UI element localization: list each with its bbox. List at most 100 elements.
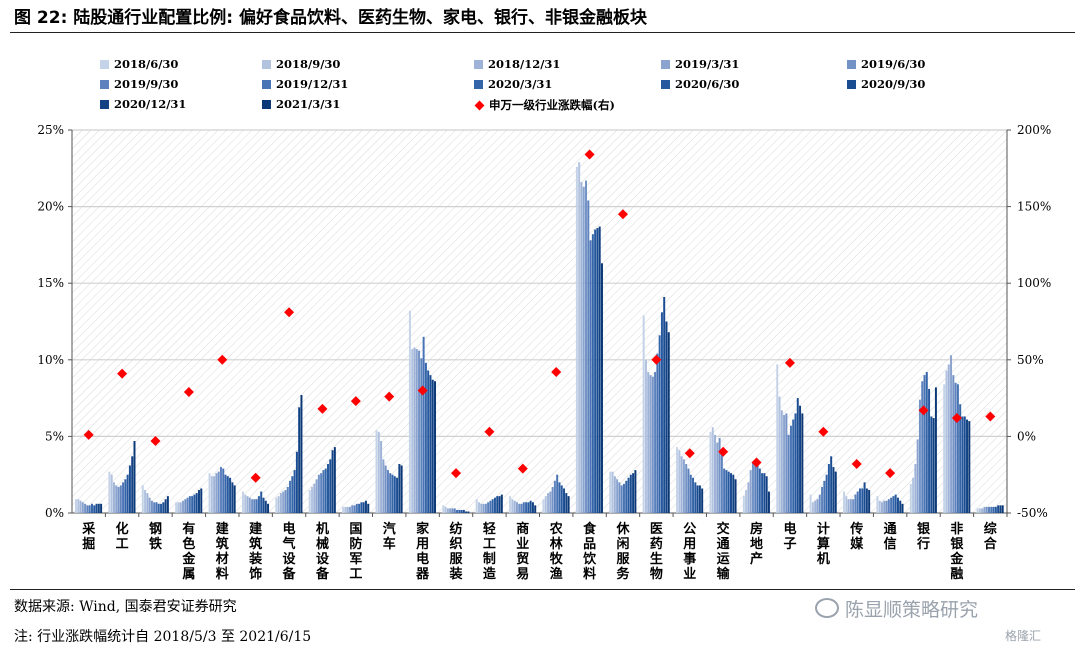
bar: [79, 500, 82, 513]
bar: [596, 228, 599, 514]
x-tick-label: 设: [283, 552, 297, 567]
scatter-point: [484, 426, 495, 437]
legend-swatch: [262, 100, 271, 109]
x-tick-label: 计: [817, 521, 830, 537]
bar: [725, 470, 728, 513]
bar: [308, 490, 311, 513]
bar: [422, 336, 425, 513]
x-tick-label: 料: [216, 566, 229, 582]
bar: [400, 465, 403, 513]
bar: [108, 471, 111, 513]
legend-item: 2018/12/31: [474, 57, 560, 71]
bar: [730, 473, 732, 513]
x-tick-label: 工: [483, 537, 496, 552]
x-tick-label: 食: [583, 521, 597, 537]
wechat-icon: [815, 598, 839, 618]
bar: [928, 388, 931, 513]
bar: [525, 502, 528, 513]
bar: [591, 234, 594, 513]
scatter-point: [718, 446, 729, 457]
x-tick-label: 饮: [582, 551, 597, 567]
y-tick-label-left: 10%: [37, 353, 64, 367]
bar: [282, 491, 285, 513]
x-tick-label: 气: [283, 536, 296, 552]
bar: [696, 485, 699, 513]
bar: [632, 473, 635, 513]
x-tick-label: 业: [516, 536, 529, 552]
bar: [482, 503, 485, 513]
bar: [119, 485, 122, 513]
bar: [796, 398, 799, 513]
bar: [578, 162, 581, 514]
bar: [575, 166, 578, 513]
bar: [547, 493, 550, 513]
bar: [191, 496, 194, 513]
bar: [580, 182, 583, 513]
bar: [375, 430, 378, 513]
x-tick-label: 造: [483, 566, 497, 582]
bar: [434, 381, 437, 513]
bar: [727, 471, 730, 513]
bar: [565, 493, 568, 513]
bar: [415, 349, 418, 513]
x-tick-label: 药: [650, 536, 663, 552]
bar: [711, 427, 714, 513]
bar: [909, 483, 912, 513]
scatter-point: [651, 354, 662, 365]
bar: [618, 482, 621, 513]
bar: [286, 486, 289, 513]
scatter-point: [885, 468, 896, 479]
bar: [881, 502, 883, 513]
x-tick-label: 牧: [550, 551, 564, 567]
bar: [75, 499, 77, 513]
legend-item: 2020/6/30: [661, 77, 739, 91]
x-tick-label: 务: [616, 566, 630, 582]
x-tick-label: 饰: [249, 566, 262, 582]
bar: [601, 263, 603, 513]
bar: [785, 413, 788, 513]
bar: [164, 499, 167, 513]
bar: [333, 447, 336, 513]
bar: [558, 482, 561, 513]
bar: [84, 503, 87, 513]
bar: [667, 332, 670, 513]
x-tick-label: 银: [917, 521, 931, 537]
bar: [651, 376, 654, 513]
bar: [682, 459, 685, 513]
footer-rule: [10, 589, 1075, 590]
bar: [794, 413, 797, 513]
bar: [896, 497, 899, 513]
bar: [709, 431, 712, 513]
bar: [823, 480, 826, 513]
bar: [816, 499, 819, 513]
bar: [460, 509, 463, 513]
scatter-point: [117, 368, 128, 379]
bar: [487, 502, 490, 513]
x-tick-label: 通: [717, 536, 730, 552]
bar: [177, 502, 180, 513]
bar: [968, 421, 971, 513]
bar: [945, 370, 948, 513]
bar: [985, 506, 988, 513]
x-tick-label: 物: [650, 566, 663, 582]
bar: [391, 474, 394, 513]
bar: [609, 471, 612, 513]
x-tick-label: 交: [717, 521, 730, 537]
bar: [408, 310, 411, 513]
x-tick-label: 色: [182, 536, 195, 552]
bar: [380, 441, 383, 513]
x-tick-label: 信: [884, 536, 897, 552]
scatter-point: [951, 413, 962, 424]
scatter-point: [818, 426, 829, 437]
legend-item: 2019/9/30: [100, 77, 178, 91]
bar: [983, 506, 986, 513]
x-tick-label: 电: [283, 521, 296, 537]
bar: [549, 491, 552, 513]
chart-title: 图 22: 陆股通行业配置比例: 偏好食品饮料、医药生物、家电、银行、非银金融板…: [14, 8, 648, 28]
x-tick-label: 家: [416, 521, 430, 537]
bar: [818, 494, 821, 513]
bar: [222, 468, 225, 513]
y-tick-label-right: 0%: [1017, 429, 1036, 443]
bar: [676, 447, 679, 513]
x-tick-label: 林: [550, 536, 563, 552]
